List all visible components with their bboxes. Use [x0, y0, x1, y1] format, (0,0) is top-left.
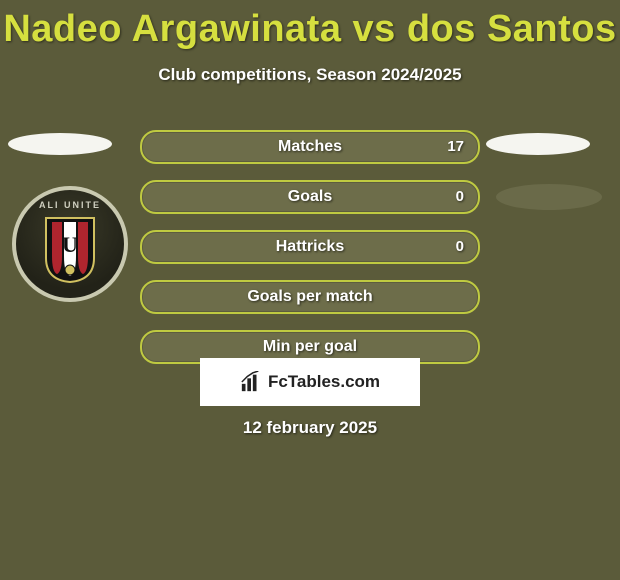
stat-value: 17: [447, 132, 464, 162]
page-subtitle: Club competitions, Season 2024/2025: [0, 65, 620, 85]
player-photo-placeholder-right: [486, 133, 590, 155]
snapshot-date: 12 february 2025: [0, 418, 620, 438]
stat-row-hattricks: Hattricks 0: [140, 230, 480, 264]
badge-shield: U: [42, 216, 98, 284]
source-logo[interactable]: FcTables.com: [200, 358, 420, 406]
club-badge-left: ALI UNITE U: [12, 186, 128, 302]
stat-row-matches: Matches 17: [140, 130, 480, 164]
stat-value: 0: [456, 232, 464, 262]
stat-label: Hattricks: [142, 232, 478, 262]
bar-chart-icon: [240, 371, 262, 393]
player-photo-placeholder-left: [8, 133, 112, 155]
shield-letter: U: [62, 232, 78, 257]
page-title: Nadeo Argawinata vs dos Santos: [0, 8, 620, 51]
comparison-card: Nadeo Argawinata vs dos Santos Club comp…: [0, 8, 620, 580]
shield-icon: U: [42, 216, 98, 284]
stat-row-goals-per-match: Goals per match: [140, 280, 480, 314]
stat-label: Goals per match: [142, 282, 478, 312]
source-logo-text: FcTables.com: [268, 372, 380, 392]
stat-row-goals: Goals 0: [140, 180, 480, 214]
stat-label: Goals: [142, 182, 478, 212]
stat-bars: Matches 17 Goals 0 Hattricks 0 Goals per…: [140, 130, 480, 380]
ball-icon: [65, 265, 75, 275]
stat-label: Matches: [142, 132, 478, 162]
stat-value: 0: [456, 182, 464, 212]
club-badge-placeholder-right: [496, 184, 602, 210]
badge-ring-text: ALI UNITE: [12, 200, 128, 210]
